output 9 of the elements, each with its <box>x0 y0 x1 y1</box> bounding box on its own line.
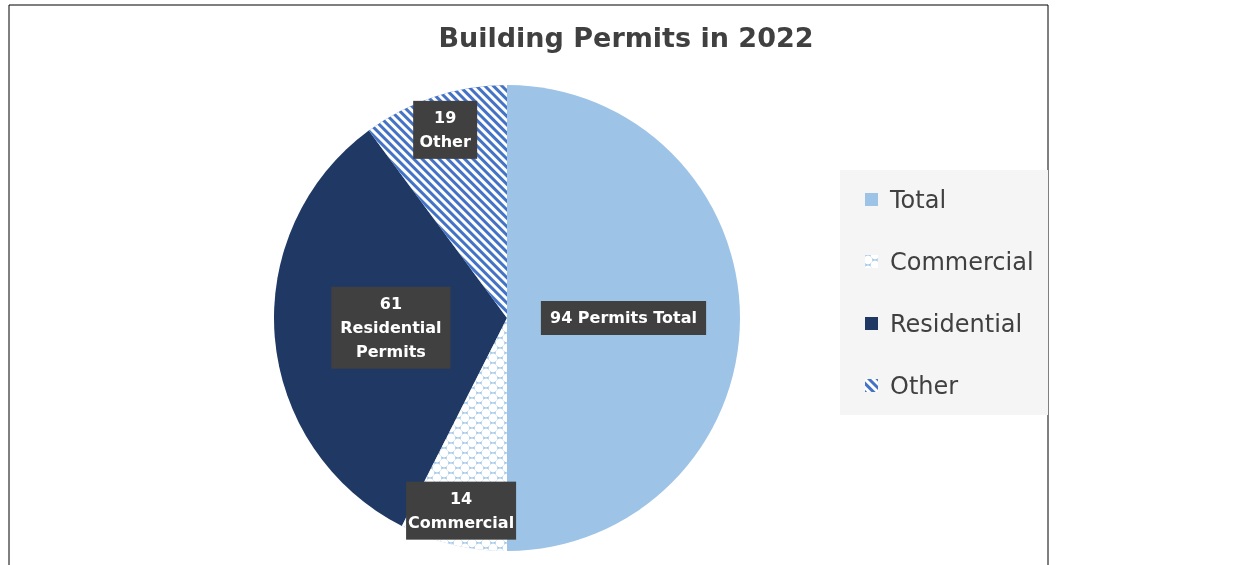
data-label: 61 Residential Permits <box>340 294 442 361</box>
chart-title: Building Permits in 2022 <box>438 22 814 53</box>
data-label: 19 Other <box>419 108 471 152</box>
legend-label: Total <box>889 186 947 214</box>
data-label: 14 Commercial <box>408 488 515 532</box>
legend-label: Commercial <box>890 248 1034 276</box>
legend-label: Other <box>890 372 959 400</box>
data-label: 94 Permits Total <box>550 308 697 328</box>
legend-label: Residential <box>890 310 1023 338</box>
